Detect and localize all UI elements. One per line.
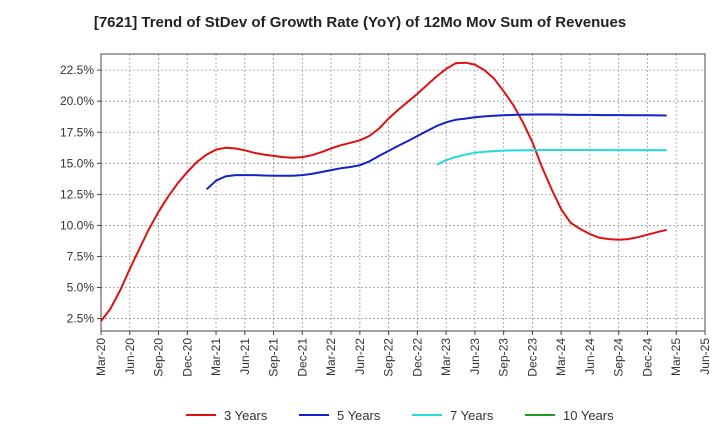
y-tick-label: 7.5% <box>67 249 95 263</box>
y-tick-label: 10.0% <box>60 218 94 232</box>
x-tick-label: Jun-22 <box>353 338 367 375</box>
x-tick-label: Jun-21 <box>238 338 252 375</box>
series-line-7-years <box>436 149 667 166</box>
chart-title: [7621] Trend of StDev of Growth Rate (Yo… <box>93 14 627 31</box>
legend-label: 10 Years <box>563 408 614 423</box>
x-tick-label: Sep-20 <box>152 338 166 377</box>
legend-label: 5 Years <box>337 408 381 423</box>
grid <box>101 54 705 331</box>
x-axis: Mar-20 Jun-20 Sep-20 Dec-20 Mar-21 Jun-21 Sep-… <box>94 331 712 377</box>
legend: 3 Years 5 Years 7 Years 10 Years <box>186 408 614 423</box>
y-tick-label: 12.5% <box>60 187 94 201</box>
y-tick-label: 2.5% <box>67 312 95 326</box>
x-tick-label: Dec-24 <box>640 338 654 377</box>
x-tick-label: Sep-23 <box>497 338 511 377</box>
x-tick-label: Dec-21 <box>295 338 309 377</box>
legend-label: 3 Years <box>224 408 268 423</box>
x-tick-label: Dec-20 <box>180 338 194 377</box>
x-tick-label: Jun-23 <box>468 338 482 375</box>
x-tick-label: Sep-21 <box>267 338 281 377</box>
x-tick-label: Jun-25 <box>698 338 712 375</box>
y-tick-label: 20.0% <box>60 94 94 108</box>
plot-area-border <box>100 53 706 332</box>
y-tick-label: 5.0% <box>67 281 95 295</box>
x-tick-label: Jun-24 <box>583 338 597 375</box>
series-layer <box>100 61 667 322</box>
x-tick-label: Jun-20 <box>123 338 137 375</box>
series-line-5-years <box>205 113 667 191</box>
x-tick-label: Dec-22 <box>410 338 424 377</box>
y-tick-label: 15.0% <box>60 156 94 170</box>
series-line-3-years <box>100 61 667 322</box>
y-tick-label: 22.5% <box>60 63 94 77</box>
y-axis: 2.5% 5.0% 7.5% 10.0% 12.5% 15.0% 17.5% 20.0% 22.… <box>60 63 101 326</box>
x-tick-label: Mar-21 <box>209 338 223 376</box>
y-tick-label: 17.5% <box>60 125 94 139</box>
x-tick-label: Mar-25 <box>669 338 683 376</box>
x-tick-label: Mar-23 <box>439 338 453 376</box>
x-tick-label: Mar-20 <box>94 338 108 376</box>
legend-label: 7 Years <box>450 408 494 423</box>
x-tick-label: Sep-24 <box>612 338 626 377</box>
x-tick-label: Dec-23 <box>525 338 539 377</box>
x-tick-label: Mar-24 <box>554 338 568 376</box>
x-tick-label: Mar-22 <box>324 338 338 376</box>
x-tick-label: Sep-22 <box>382 338 396 377</box>
